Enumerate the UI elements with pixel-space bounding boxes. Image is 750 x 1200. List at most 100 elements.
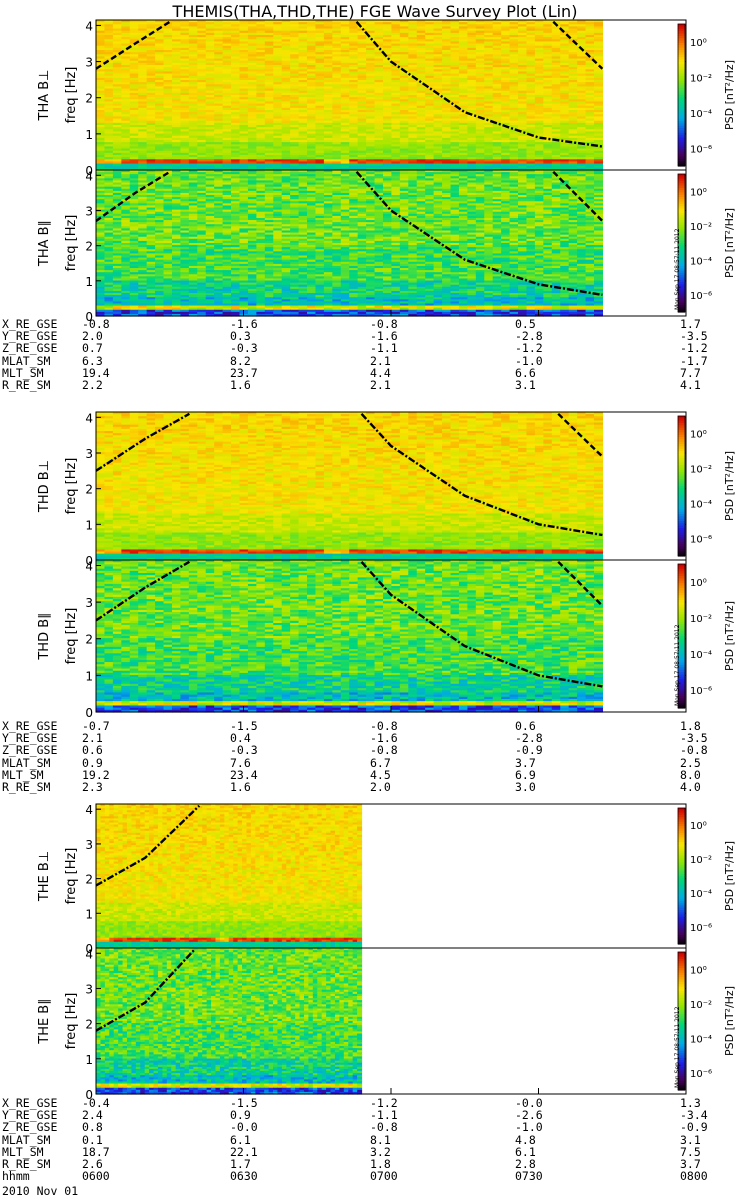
y-axis-label: freq [Hz] [64,993,79,1050]
ephemeris-value: -0.3 [230,342,258,354]
ephemeris-label: hhmm [2,1170,30,1182]
ephemeris-value: 1.6 [230,379,251,391]
colorbar-tick-label: 10⁻⁴ [690,109,712,120]
y-tick-label: 3 [85,56,93,70]
ephemeris-row: MLAT_SM 0.9 7.6 6.7 3.7 2.5 [2,757,742,769]
ephemeris-value: 0.7 [82,342,103,354]
ephemeris-row: Z_RE_GSE 0.6 -0.3 -0.8 -0.9 -0.8 [2,744,742,756]
date-label: 2010 Nov 01 [2,1184,78,1198]
ephemeris-row: hhmm 0600 0630 0700 0730 0800 [2,1170,742,1182]
ephemeris-value: -1.0 [515,355,543,367]
ephemeris-block-tha: X_RE_GSE -0.8 -1.6 -0.8 0.5 1.7 Y_RE_GSE 2.0 0.3… [2,318,742,391]
colorbar-tick-label: 10⁻² [690,1000,712,1011]
ephemeris-value: 0.1 [82,1134,103,1146]
colorbar-tick-label: 10⁻⁴ [690,889,712,900]
ephemeris-row: R_RE_SM 2.3 1.6 2.0 3.0 4.0 [2,781,742,793]
colorbar-tick-label: 10⁰ [690,965,707,976]
ephemeris-row: Z_RE_GSE 0.8 -0.0 -0.8 -1.0 -0.9 [2,1121,742,1133]
plot-timestamp: Mon Sep 17 08:57:11 2012 [674,625,681,706]
colorbar-tick-label: 10⁰ [690,38,707,49]
ephemeris-block-the: X_RE_GSE -0.4 -1.5 -1.2 -0.0 1.3 Y_RE_GSE 2.4 0.… [2,1097,742,1182]
ephemeris-label: MLAT_SM [2,355,50,367]
y-axis-label: freq [Hz] [64,458,79,515]
ephemeris-value: -1.2 [515,342,543,354]
ephemeris-row: Z_RE_GSE 0.7 -0.3 -1.1 -1.2 -1.2 [2,342,742,354]
ephemeris-value: 1.6 [230,781,251,793]
y-axis-label: freq [Hz] [64,848,79,905]
y-tick-label: 3 [85,838,93,852]
y-tick-label: 4 [85,411,93,425]
plot-timestamp: Mon Sep 17 08:57:11 2012 [674,1007,681,1088]
colorbar-tick-label: 10⁻² [690,614,712,625]
y-tick-label: 1 [85,907,93,921]
panel-label: THE B⊥ [37,851,52,902]
y-tick-label: 2 [85,633,93,647]
ephemeris-value: -0.8 [680,744,708,756]
colorbar-label: PSD [nT²/Hz] [723,60,736,130]
ephemeris-value: 6.3 [82,355,103,367]
y-tick-label: 1 [85,1053,93,1067]
ephemeris-value: 6.1 [230,1134,251,1146]
y-tick-label: 2 [85,92,93,106]
spectrogram-cells [96,170,603,317]
ephemeris-value: 0600 [82,1170,110,1182]
y-tick-label: 3 [85,596,93,610]
colorbar-label: PSD [nT²/Hz] [723,986,736,1056]
ephemeris-value: -1.0 [515,1121,543,1133]
y-tick-label: 3 [85,982,93,996]
ephemeris-value: 6.7 [370,757,391,769]
y-tick-label: 1 [85,518,93,532]
colorbar-tick-label: 10⁻⁴ [690,1034,712,1045]
ephemeris-value: 3.1 [680,1134,701,1146]
ephemeris-row: R_RE_SM 2.2 1.6 2.1 3.1 4.1 [2,379,742,391]
ephemeris-value: 3.1 [515,379,536,391]
colorbar-tick-label: 10⁰ [690,578,707,589]
ephemeris-value: 2.0 [370,781,391,793]
colorbar-tick-label: 10⁻⁶ [690,923,712,934]
y-tick-label: 0 [85,706,93,720]
ephemeris-value: 2.2 [82,379,103,391]
y-axis-label: freq [Hz] [64,67,79,124]
y-tick-label: 2 [85,483,93,497]
ephemeris-value: 3.7 [515,757,536,769]
ephemeris-value: 4.8 [515,1134,536,1146]
ephemeris-value: 4.1 [680,379,701,391]
spectrogram-cells [96,412,603,561]
y-tick-label: 2 [85,1018,93,1032]
y-tick-label: 4 [85,947,93,961]
colorbar-label: PSD [nT²/Hz] [723,841,736,911]
y-tick-label: 4 [85,559,93,573]
plot-timestamp: Mon Sep 17 08:57:11 2012 [674,229,681,310]
ephemeris-value: 2.5 [680,757,701,769]
ephemeris-value: -0.8 [370,1121,398,1133]
colorbar-label: PSD [nT²/Hz] [723,601,736,671]
ephemeris-row: MLAT_SM 6.3 8.2 2.1 -1.0 -1.7 [2,355,742,367]
y-tick-label: 3 [85,447,93,461]
y-tick-label: 2 [85,873,93,887]
y-axis-label: freq [Hz] [64,608,79,665]
colorbar-tick-label: 10⁰ [690,187,707,198]
y-tick-label: 4 [85,19,93,33]
ephemeris-value: 2.1 [370,355,391,367]
ephemeris-value: -0.3 [230,744,258,756]
ephemeris-value: 2.3 [82,781,103,793]
colorbar-tick-label: 10⁻⁶ [690,291,712,302]
ephemeris-value: 2.1 [370,379,391,391]
panel-label: THD B∥ [37,612,52,660]
ephemeris-value: 0800 [680,1170,708,1182]
ephemeris-value: 4.0 [680,781,701,793]
ephemeris-value: 0.6 [82,744,103,756]
y-tick-label: 3 [85,204,93,218]
ephemeris-value: 8.1 [370,1134,391,1146]
ephemeris-value: -0.9 [515,744,543,756]
ephemeris-block-thd: X_RE_GSE -0.7 -1.5 -0.8 0.6 1.8 Y_RE_GSE 2.1 0.4… [2,720,742,793]
y-tick-label: 4 [85,169,93,183]
